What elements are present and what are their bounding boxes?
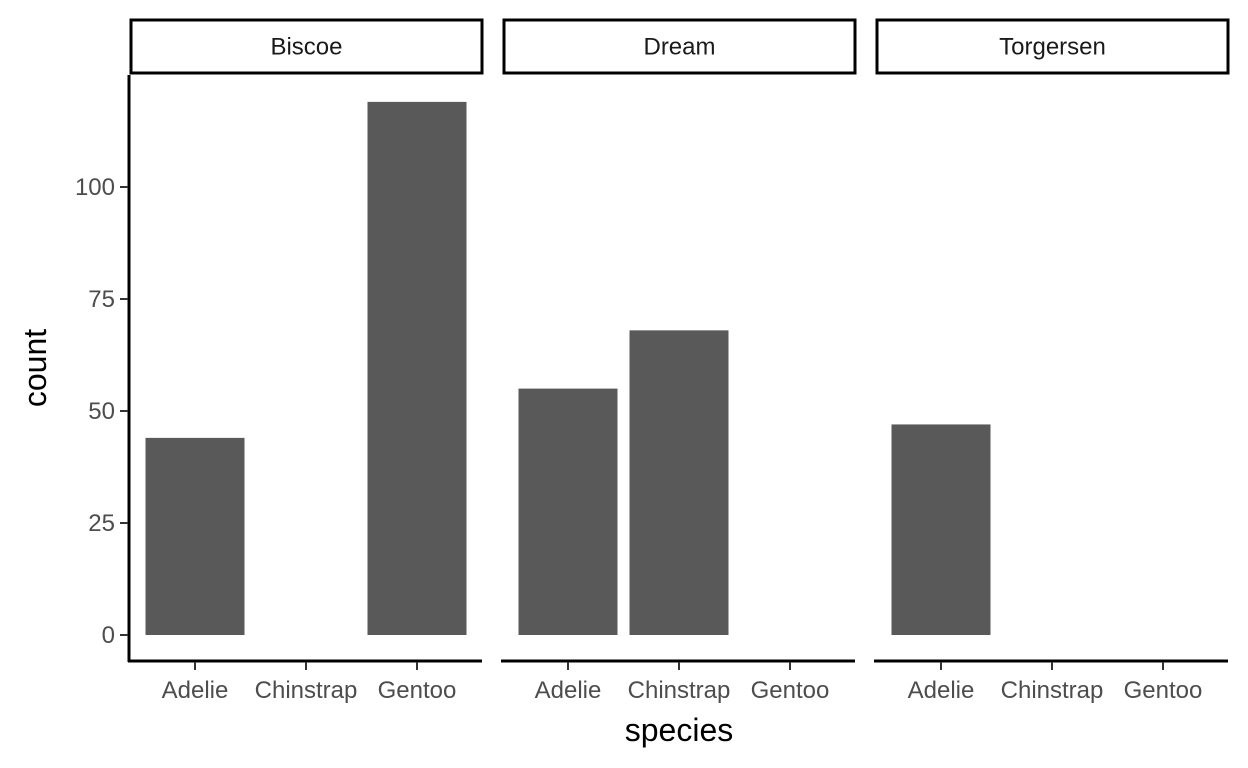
facet-panel-torgersen: Torgersen Adelie Chinstrap Gentoo — [874, 18, 1230, 704]
x-tick-label: Adelie — [535, 677, 602, 704]
y-tick-label: 100 — [75, 174, 115, 201]
x-tick-label: Adelie — [908, 677, 975, 704]
bar-biscoe-gentoo — [367, 101, 467, 635]
bar-torgersen-adelie — [891, 424, 991, 635]
x-tick-label: Chinstrap — [255, 677, 358, 704]
y-axis: 0 25 50 75 100 — [75, 75, 131, 662]
facet-panel-dream: Dream Adelie Chinstrap Gentoo — [501, 18, 857, 704]
facet-strip-label: Torgersen — [999, 34, 1106, 61]
y-tick-label: 0 — [102, 622, 115, 649]
x-tick-label: Gentoo — [1124, 677, 1203, 704]
facet-strip — [502, 18, 857, 75]
bar-biscoe-adelie — [145, 437, 245, 635]
bar-dream-chinstrap — [629, 330, 729, 635]
x-tick-label: Gentoo — [751, 677, 830, 704]
y-tick-label: 25 — [88, 510, 115, 537]
y-axis-title: count — [17, 329, 53, 407]
facet-panel-biscoe: Biscoe Adelie Chinstrap Gentoo — [128, 18, 484, 704]
facet-strip — [129, 18, 484, 75]
x-tick-label: Chinstrap — [628, 677, 731, 704]
x-tick-label: Adelie — [162, 677, 229, 704]
facet-strip — [875, 18, 1230, 75]
bar-dream-adelie — [518, 388, 618, 635]
y-tick-label: 75 — [88, 286, 115, 313]
facet-strip-label: Biscoe — [270, 34, 342, 61]
facet-panels: Biscoe Adelie Chinstrap Gentoo Dream Adelie Ch… — [128, 18, 1230, 704]
x-axis-title: species — [625, 712, 734, 748]
x-tick-label: Gentoo — [378, 677, 457, 704]
facet-strip-label: Dream — [643, 34, 715, 61]
x-tick-label: Chinstrap — [1001, 677, 1104, 704]
y-tick-label: 50 — [88, 398, 115, 425]
